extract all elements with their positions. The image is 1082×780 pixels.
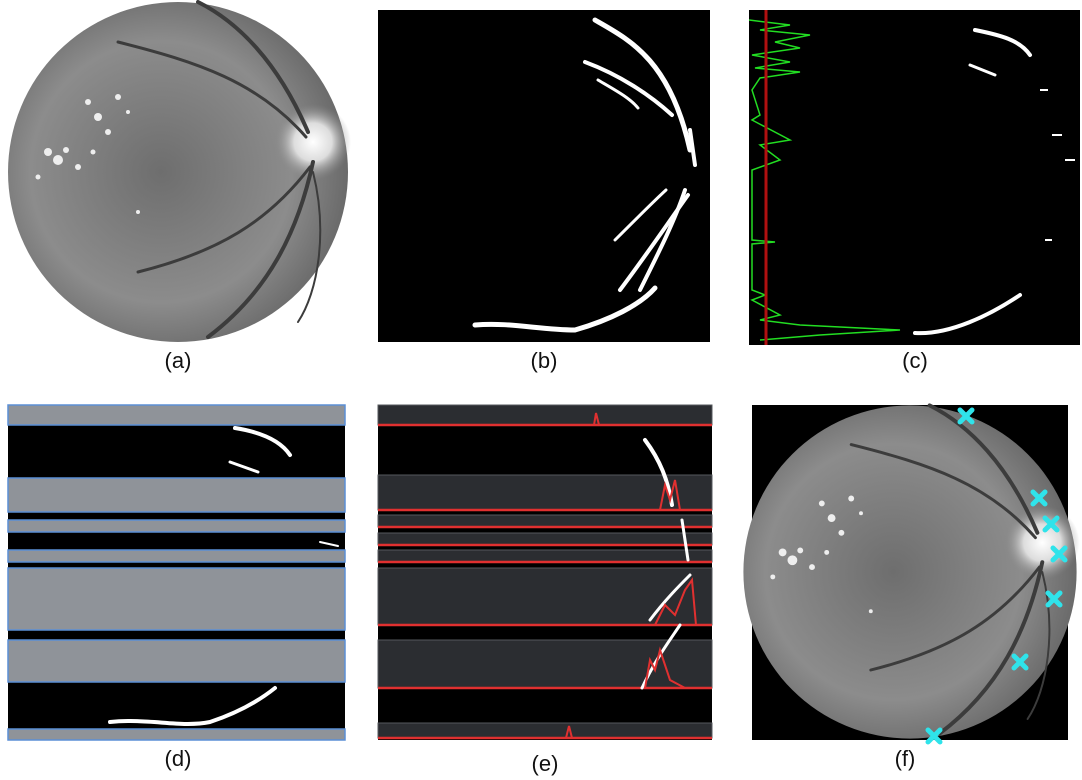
panel-label: (b) bbox=[531, 348, 558, 373]
panel-c: (c) bbox=[749, 10, 1080, 373]
panel-e: (e) bbox=[378, 405, 712, 776]
image-detail bbox=[8, 729, 345, 740]
panel-label: (e) bbox=[532, 751, 559, 776]
image-detail bbox=[378, 640, 712, 688]
image-detail bbox=[8, 550, 345, 562]
image-detail bbox=[378, 550, 712, 562]
page: (a) (b) (c) (d) bbox=[0, 0, 1082, 780]
fundus-image bbox=[8, 2, 351, 342]
panel-d: (d) bbox=[8, 405, 345, 771]
image-detail bbox=[8, 405, 345, 425]
panel-label: (c) bbox=[902, 348, 928, 373]
image-detail bbox=[378, 568, 712, 625]
image-detail bbox=[378, 10, 710, 342]
image-detail bbox=[8, 568, 345, 630]
image-detail bbox=[378, 533, 712, 545]
image-detail bbox=[378, 515, 712, 527]
panel-a: (a) bbox=[8, 2, 351, 373]
panel-label: (a) bbox=[165, 348, 192, 373]
panel-label: (d) bbox=[165, 746, 192, 771]
panel-label: (f) bbox=[895, 746, 916, 771]
panel-f: (f) bbox=[743, 405, 1079, 771]
image-detail bbox=[8, 520, 345, 532]
image-detail bbox=[8, 478, 345, 512]
image-detail bbox=[8, 640, 345, 682]
panel-b: (b) bbox=[378, 10, 710, 373]
figure: (a) (b) (c) (d) bbox=[0, 0, 1082, 780]
image-detail bbox=[378, 723, 712, 738]
image-detail bbox=[749, 10, 1080, 345]
image-detail bbox=[378, 405, 712, 425]
